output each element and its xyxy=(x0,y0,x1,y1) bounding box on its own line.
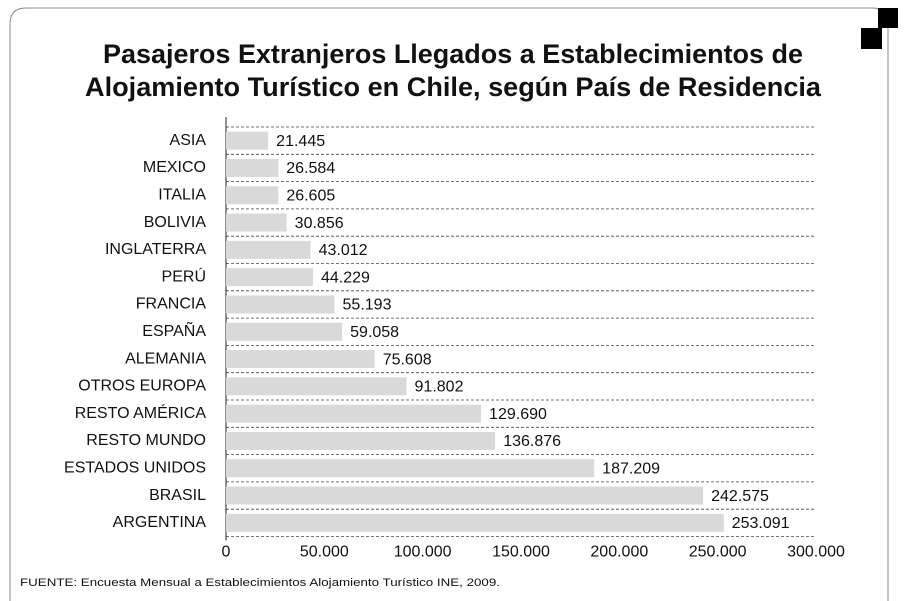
x-tick-label: 250.000 xyxy=(689,544,747,561)
value-label: 21.445 xyxy=(276,133,325,150)
value-label: 91.802 xyxy=(415,379,464,396)
y-tick-label: BRASIL xyxy=(149,487,206,504)
bar xyxy=(226,513,724,532)
decor-square xyxy=(878,8,898,28)
y-tick-label: OTROS EUROPA xyxy=(78,378,206,395)
y-tick-label: RESTO AMÉRICA xyxy=(75,403,207,422)
y-tick-label: ESPAÑA xyxy=(142,320,206,340)
value-label: 75.608 xyxy=(383,351,432,368)
x-tick-label: 50.000 xyxy=(300,544,349,561)
value-label: 26.584 xyxy=(286,160,335,177)
bar xyxy=(226,404,482,423)
bar xyxy=(226,431,496,450)
value-label: 43.012 xyxy=(319,242,368,259)
y-tick-label: FRANCIA xyxy=(136,296,207,313)
chart-title: Alojamiento Turístico en Chile, según Pa… xyxy=(85,72,822,102)
x-tick-label: 200.000 xyxy=(590,544,648,561)
y-tick-label: ARGENTINA xyxy=(113,514,207,531)
bar xyxy=(226,350,375,369)
value-label: 59.058 xyxy=(350,324,399,341)
decor-square xyxy=(861,28,882,49)
y-tick-label: ITALIA xyxy=(158,186,206,203)
x-tick-label: 100.000 xyxy=(394,544,452,561)
y-tick-label: MEXICO xyxy=(143,159,206,176)
bar xyxy=(226,158,279,177)
value-label: 30.856 xyxy=(295,215,344,232)
value-label: 253.091 xyxy=(732,515,790,532)
value-label: 187.209 xyxy=(602,460,660,477)
bar xyxy=(226,295,335,314)
y-tick-label: INGLATERRA xyxy=(105,241,206,258)
x-tick-label: 300.000 xyxy=(787,544,845,561)
y-tick-label: RESTO MUNDO xyxy=(86,432,206,449)
x-tick-label: 0 xyxy=(222,544,231,561)
bar xyxy=(226,240,311,259)
value-label: 44.229 xyxy=(321,269,370,286)
y-tick-label: ALEMANIA xyxy=(125,350,206,367)
value-label: 242.575 xyxy=(711,488,769,505)
bar xyxy=(226,486,704,505)
y-tick-label: ESTADOS UNIDOS xyxy=(64,459,206,476)
bar xyxy=(226,377,407,396)
x-tick-label: 150.000 xyxy=(492,544,550,561)
bar xyxy=(226,459,595,478)
value-label: 129.690 xyxy=(489,406,547,423)
bar xyxy=(226,322,343,341)
value-label: 26.605 xyxy=(286,187,335,204)
chart-title: Pasajeros Extranjeros Llegados a Estable… xyxy=(103,39,803,69)
value-label: 136.876 xyxy=(503,433,561,450)
bar xyxy=(226,268,313,287)
source-note: FUENTE: Encuesta Mensual a Establecimien… xyxy=(20,577,500,589)
bar xyxy=(226,213,287,232)
y-tick-label: ASIA xyxy=(170,132,207,149)
y-tick-label: BOLIVIA xyxy=(144,214,207,231)
y-tick-label: PERÚ xyxy=(162,266,206,285)
value-label: 55.193 xyxy=(343,297,392,314)
bar xyxy=(226,131,269,150)
bar xyxy=(226,186,279,205)
